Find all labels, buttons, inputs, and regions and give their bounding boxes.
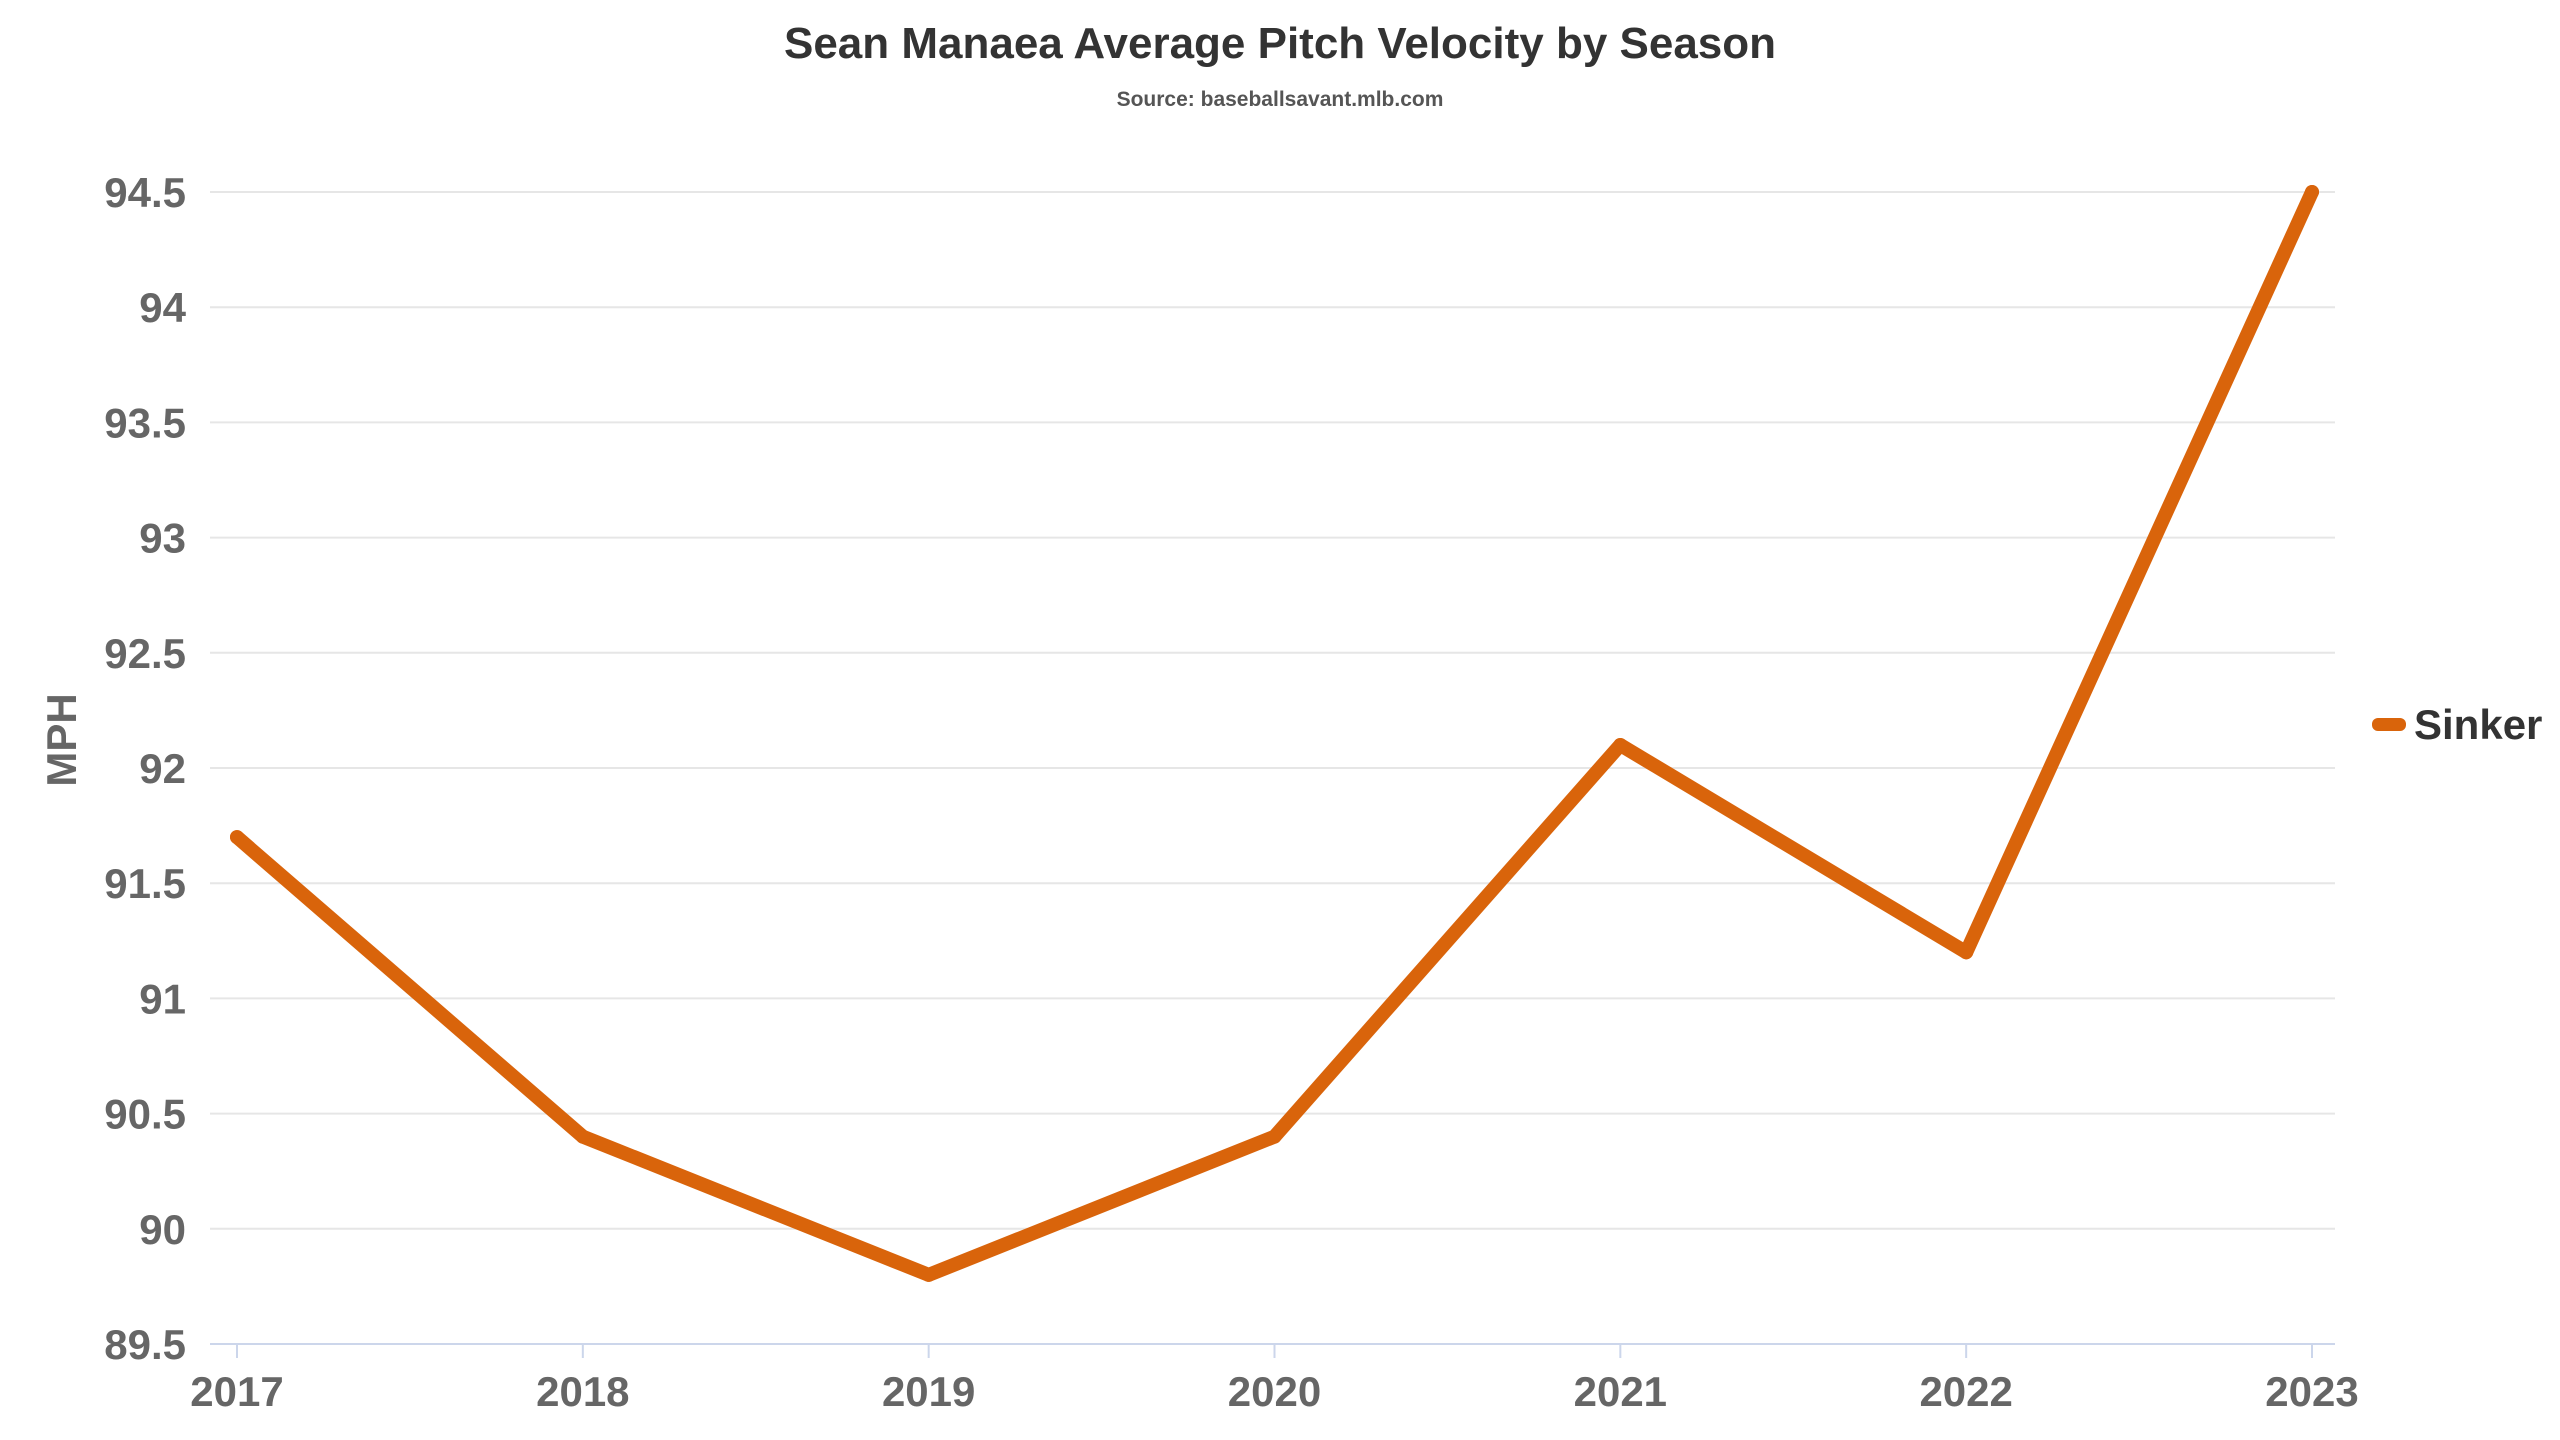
y-tick-label: 90 (139, 1206, 186, 1253)
data-point[interactable] (921, 1267, 936, 1282)
y-tick-label: 94 (139, 284, 186, 331)
data-point[interactable] (2305, 185, 2319, 199)
x-tick-label: 2020 (1228, 1368, 1321, 1415)
x-tick-label: 2023 (2265, 1368, 2358, 1415)
legend[interactable]: Sinker (2372, 701, 2542, 748)
y-tick-label: 90.5 (104, 1091, 186, 1138)
series-layer (230, 185, 2319, 1282)
y-tick-label: 94.5 (104, 169, 186, 216)
y-tick-label: 89.5 (104, 1321, 186, 1368)
y-tick-label: 92.5 (104, 630, 186, 677)
y-axis-title: MPH (38, 693, 85, 786)
x-tick-label: 2017 (190, 1368, 283, 1415)
x-tick-label: 2021 (1574, 1368, 1667, 1415)
y-tick-label: 93.5 (104, 399, 186, 446)
y-tick-label: 91 (139, 975, 186, 1022)
y-tick-label: 93 (139, 515, 186, 562)
grid-lines (210, 191, 2335, 1230)
y-tick-label: 91.5 (104, 860, 186, 907)
y-axis-labels: 89.5 90 90.5 91 91.5 92 92.5 93 93.5 94 94.5 (104, 169, 186, 1368)
x-tick-label: 2022 (1919, 1368, 2012, 1415)
series-line-sinker[interactable] (230, 185, 2319, 1282)
x-axis: 2017 2018 2019 2020 2021 2022 2023 (190, 1343, 2359, 1415)
data-point[interactable] (1613, 737, 1628, 752)
data-point[interactable] (575, 1129, 590, 1144)
chart-title: Sean Manaea Average Pitch Velocity by Se… (784, 19, 1776, 68)
data-point[interactable] (1267, 1129, 1282, 1144)
data-point[interactable] (1959, 945, 1974, 960)
y-tick-label: 92 (139, 745, 186, 792)
legend-swatch (2372, 718, 2406, 731)
x-tick-label: 2019 (882, 1368, 975, 1415)
data-point[interactable] (230, 830, 244, 845)
x-tick-label: 2018 (536, 1368, 629, 1415)
legend-label[interactable]: Sinker (2414, 701, 2542, 748)
chart-subtitle: Source: baseballsavant.mlb.com (1117, 88, 1444, 111)
